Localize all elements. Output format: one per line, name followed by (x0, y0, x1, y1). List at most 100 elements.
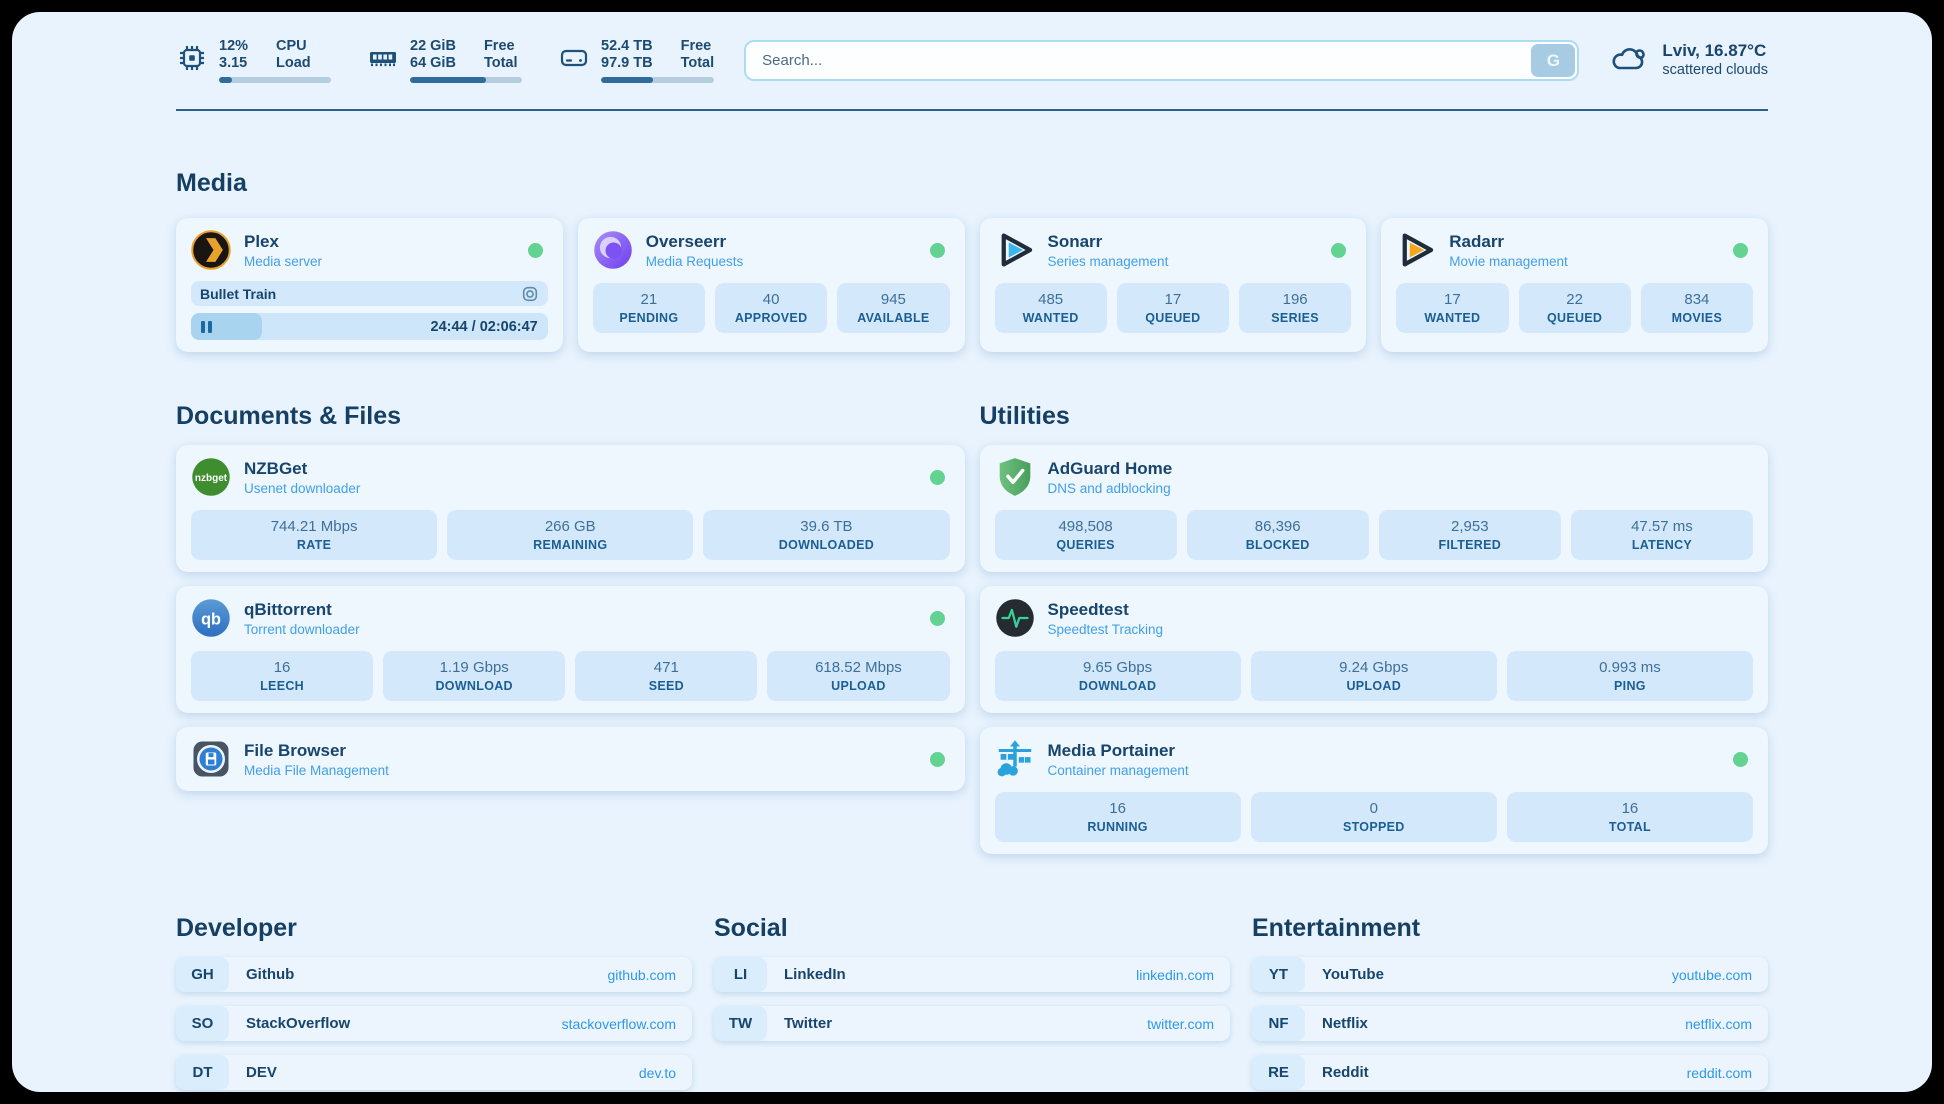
plex-card[interactable]: Plex Media server Bullet Train (176, 218, 563, 352)
link-row-linkedin[interactable]: LI LinkedIn linkedin.com (714, 957, 1230, 992)
link-url[interactable]: stackoverflow.com (561, 1015, 676, 1032)
cpu-widget: 12% 3.15 CPU Load (176, 38, 331, 83)
link-abbr-badge: DT (176, 1055, 229, 1090)
app-subtitle: Speedtest Tracking (1047, 621, 1164, 637)
link-abbr-badge: NF (1252, 1006, 1305, 1041)
stat-chip: 17 WANTED (1396, 283, 1509, 333)
player-settings-icon[interactable] (521, 285, 539, 303)
link-row-reddit[interactable]: RE Reddit reddit.com (1252, 1055, 1768, 1090)
stat-chip: 16 TOTAL (1506, 792, 1754, 842)
stat-chip: 196 SERIES (1239, 283, 1352, 333)
stat-chip: 39.6 TB DOWNLOADED (703, 510, 950, 560)
developer-section: Developer GH Github github.com SO StackO… (176, 914, 692, 1090)
link-url[interactable]: reddit.com (1686, 1064, 1752, 1081)
playback-time: 24:44 / 02:06:47 (430, 318, 538, 335)
stat-chip: 266 GB REMAINING (447, 510, 694, 560)
documents-section: Documents & Files nzbget NZBGet Usenet d… (176, 402, 965, 854)
link-abbr-badge: YT (1252, 957, 1305, 992)
app-name: Radarr (1449, 231, 1505, 251)
overseerr-icon (593, 230, 633, 270)
adguard-card[interactable]: AdGuard Home DNS and adblocking 498,508 … (979, 445, 1768, 572)
cloud-icon (1609, 41, 1649, 80)
disk-label-2: Total (680, 55, 715, 71)
link-row-netflix[interactable]: NF Netflix netflix.com (1252, 1006, 1768, 1041)
ram-memory-icon (367, 42, 399, 79)
top-bar: 12% 3.15 CPU Load (12, 38, 1932, 83)
link-row-stackoverflow[interactable]: SO StackOverflow stackoverflow.com (176, 1006, 692, 1041)
link-name: Twitter (784, 1015, 833, 1032)
search-input[interactable] (744, 40, 1580, 81)
ram-label-1: Free (483, 38, 515, 54)
now-playing-row: Bullet Train (191, 281, 548, 306)
stat-chip: 2,953 FILTERED (1378, 510, 1561, 560)
app-subtitle: Movie management (1449, 253, 1568, 269)
qbittorrent-card[interactable]: qb qBittorrent Torrent downloader 16 LEE… (176, 586, 965, 713)
cpu-usage-value: 12% (219, 38, 249, 54)
disk-drive-icon (558, 42, 590, 79)
link-row-dev[interactable]: DT DEV dev.to (176, 1055, 692, 1090)
stat-chip: 0 STOPPED (1250, 792, 1497, 842)
adguard-shield-icon (995, 457, 1035, 497)
header-divider (176, 109, 1768, 111)
playback-progress-bar[interactable]: 24:44 / 02:06:47 (191, 313, 548, 340)
stat-chip: 16 RUNNING (994, 792, 1241, 842)
stat-chip: 485 WANTED (994, 283, 1107, 333)
svg-text:qb: qb (201, 610, 221, 628)
link-row-twitter[interactable]: TW Twitter twitter.com (714, 1006, 1230, 1041)
link-url[interactable]: youtube.com (1671, 966, 1752, 983)
stat-chip: 9.65 Gbps DOWNLOAD (994, 651, 1241, 701)
filebrowser-icon (191, 739, 231, 779)
link-row-youtube[interactable]: YT YouTube youtube.com (1252, 957, 1768, 992)
app-subtitle: Container management (1047, 762, 1189, 778)
disk-progress-track (601, 77, 715, 83)
link-url[interactable]: twitter.com (1147, 1015, 1214, 1032)
ram-label-2: Total (483, 55, 518, 71)
ram-free-value: 22 GiB (410, 38, 456, 54)
now-playing-title: Bullet Train (200, 285, 277, 302)
weather-condition: scattered clouds (1662, 62, 1768, 78)
link-abbr-badge: GH (176, 957, 229, 992)
nzbget-icon: nzbget (191, 457, 231, 497)
pause-icon[interactable] (201, 320, 212, 333)
stat-chip: 16 LEECH (191, 651, 374, 701)
svg-text:nzbget: nzbget (195, 473, 228, 484)
app-name: Overseerr (645, 231, 727, 251)
search-bar: G (744, 40, 1580, 81)
cpu-chip-icon (176, 42, 208, 79)
app-subtitle: Media Requests (645, 253, 744, 269)
link-name: LinkedIn (784, 966, 846, 983)
link-abbr-badge: LI (714, 957, 767, 992)
disk-label-1: Free (680, 38, 712, 54)
developer-section-title: Developer (176, 914, 297, 942)
stat-chip: 1.19 Gbps DOWNLOAD (383, 651, 566, 701)
filebrowser-card[interactable]: File Browser Media File Management (176, 727, 965, 791)
link-name: Netflix (1322, 1015, 1368, 1032)
portainer-card[interactable]: Media Portainer Container management 16 … (979, 727, 1768, 854)
sonarr-card[interactable]: Sonarr Series management 485 WANTED 17 Q… (979, 218, 1367, 352)
ram-progress-fill (410, 77, 487, 83)
weather-widget: Lviv, 16.87°C scattered clouds (1609, 41, 1768, 80)
link-url[interactable]: github.com (607, 966, 676, 983)
stat-chip: 17 QUEUED (1116, 283, 1229, 333)
speedtest-pulse-icon (995, 598, 1035, 638)
app-name: AdGuard Home (1047, 458, 1173, 478)
cpu-progress-fill (219, 77, 233, 83)
link-url[interactable]: netflix.com (1685, 1015, 1752, 1032)
link-name: YouTube (1322, 966, 1384, 983)
media-section-title: Media (176, 169, 247, 197)
link-row-github[interactable]: GH Github github.com (176, 957, 692, 992)
radarr-card[interactable]: Radarr Movie management 17 WANTED 22 QUE… (1381, 218, 1768, 352)
search-engine-button[interactable]: G (1531, 44, 1576, 77)
app-name: Media Portainer (1047, 740, 1176, 760)
link-url[interactable]: linkedin.com (1136, 966, 1214, 983)
utilities-section-title: Utilities (979, 402, 1070, 430)
app-subtitle: Media server (244, 253, 323, 269)
overseerr-card[interactable]: Overseerr Media Requests 21 PENDING 40 A… (577, 218, 965, 352)
link-url[interactable]: dev.to (638, 1064, 676, 1081)
status-online-dot (929, 469, 945, 485)
nzbget-card[interactable]: nzbget NZBGet Usenet downloader 744.21 M… (176, 445, 965, 572)
speedtest-card[interactable]: Speedtest Speedtest Tracking 9.65 Gbps D… (979, 586, 1768, 713)
status-online-dot (1331, 242, 1347, 258)
system-widgets: 12% 3.15 CPU Load (176, 38, 715, 83)
stat-chip: 834 MOVIES (1640, 283, 1753, 333)
